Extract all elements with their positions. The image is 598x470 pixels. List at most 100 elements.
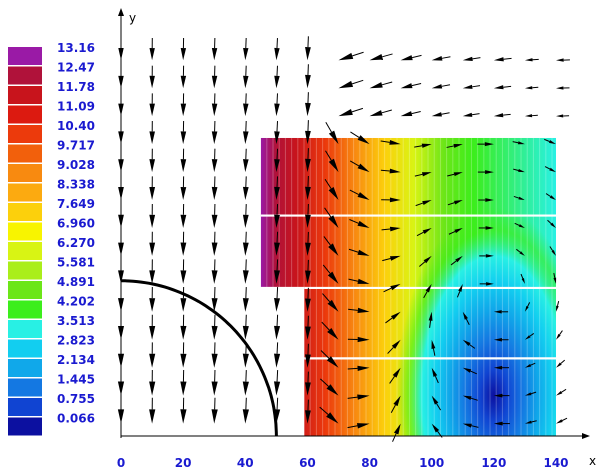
vector-arrow: [493, 310, 509, 314]
vector-arrow: [305, 176, 311, 201]
vector-arrow: [211, 93, 218, 117]
vector-arrow: [479, 254, 494, 258]
vector-arrow: [118, 287, 124, 312]
vector-arrow: [493, 113, 511, 118]
vector-arrow: [274, 287, 281, 312]
vector-arrow: [211, 65, 218, 89]
vector-arrow: [117, 342, 125, 368]
scalar-field: [260, 137, 556, 436]
vector-arrow: [118, 38, 124, 61]
vector-arrow: [477, 142, 494, 147]
vector-arrow: [556, 86, 570, 90]
legend-label: 1.445: [57, 373, 95, 387]
vector-arrow: [180, 204, 187, 228]
legend-swatch: [8, 281, 42, 299]
vector-arrow: [325, 122, 339, 145]
vector-arrow: [431, 395, 442, 411]
vector-arrow: [320, 350, 339, 368]
vector-arrow: [149, 231, 156, 256]
vector-arrow: [431, 339, 436, 356]
vector-arrow: [180, 93, 187, 117]
vector-arrow: [493, 337, 509, 342]
vector-arrow: [243, 65, 249, 89]
vector-arrow: [387, 339, 401, 354]
vector-arrow: [389, 367, 401, 384]
vector-arrow: [305, 399, 311, 424]
vector-arrow: [431, 112, 450, 117]
vector-arrow: [211, 38, 218, 61]
legend-swatch: [8, 125, 42, 143]
vector-arrow: [274, 65, 280, 89]
vector-arrow: [273, 370, 281, 396]
vector-arrow: [274, 148, 280, 173]
vector-arrow: [416, 227, 432, 237]
vector-arrow: [149, 93, 155, 117]
vector-arrow: [380, 168, 401, 174]
vector-arrow: [556, 417, 568, 424]
vector-arrow: [431, 423, 443, 438]
legend-label: 5.581: [57, 256, 95, 270]
vector-arrow: [380, 139, 401, 145]
y-axis-label: y: [129, 11, 136, 25]
vector-arrow: [553, 272, 557, 284]
legend-label: 6.270: [57, 236, 95, 250]
vector-arrow: [347, 394, 370, 400]
vector-arrow: [369, 81, 393, 89]
vector-arrow: [118, 121, 124, 145]
vector-arrow: [477, 170, 494, 175]
vector-arrow: [319, 378, 339, 396]
vector-arrow: [274, 314, 281, 340]
vector-arrow: [524, 362, 536, 368]
legend-swatch: [8, 222, 42, 241]
vector-arrow: [149, 176, 156, 201]
vector-arrow: [381, 226, 401, 232]
vector-arrow: [400, 54, 422, 61]
legend-label: 9.028: [57, 158, 95, 172]
legend-swatch: [8, 47, 42, 65]
vector-arrow: [242, 259, 249, 284]
vector-arrow: [493, 421, 510, 426]
vector-arrow: [325, 150, 339, 173]
vector-arrow: [338, 79, 364, 89]
vector-arrow: [149, 314, 156, 340]
vector-arrow: [390, 395, 401, 413]
vector-arrow: [414, 172, 432, 177]
vector-arrow: [180, 38, 187, 61]
vector-arrow: [242, 231, 249, 256]
vector-arrow: [448, 227, 463, 235]
legend-swatch: [8, 183, 42, 202]
legend-swatch: [8, 66, 42, 85]
vector-arrow: [242, 370, 249, 396]
legend-swatch: [8, 320, 42, 338]
vector-arrow: [381, 197, 401, 203]
vector-arrow: [524, 114, 538, 118]
vector-arrow: [242, 314, 249, 340]
legend-label: 6.960: [57, 217, 95, 231]
legend-label: 11.78: [57, 80, 95, 94]
vector-arrow: [211, 121, 218, 145]
vector-arrow: [180, 342, 187, 368]
vector-arrow: [274, 176, 280, 201]
vector-arrow: [512, 141, 525, 145]
x-tick-label: 100: [419, 456, 444, 470]
vector-arrow: [478, 198, 494, 202]
vector-arrow: [319, 406, 339, 424]
vector-arrow: [348, 307, 370, 313]
vector-arrow: [415, 200, 432, 207]
vector-arrow: [478, 226, 494, 230]
vector-arrow: [431, 367, 439, 384]
vector-arrow: [431, 84, 451, 89]
legend-label: 13.16: [57, 41, 95, 55]
vector-arrow: [305, 64, 311, 89]
legend-swatch: [8, 417, 42, 436]
vector-arrow: [274, 121, 280, 145]
vector-arrow: [462, 56, 481, 61]
vector-arrow: [414, 143, 432, 148]
vector-arrow: [211, 397, 218, 424]
vector-arrow: [242, 287, 249, 312]
vector-arrow: [242, 204, 249, 228]
vector-arrow: [524, 420, 537, 424]
vector-arrow: [369, 53, 393, 61]
vector-arrow: [419, 255, 432, 267]
vector-arrow: [149, 397, 156, 424]
